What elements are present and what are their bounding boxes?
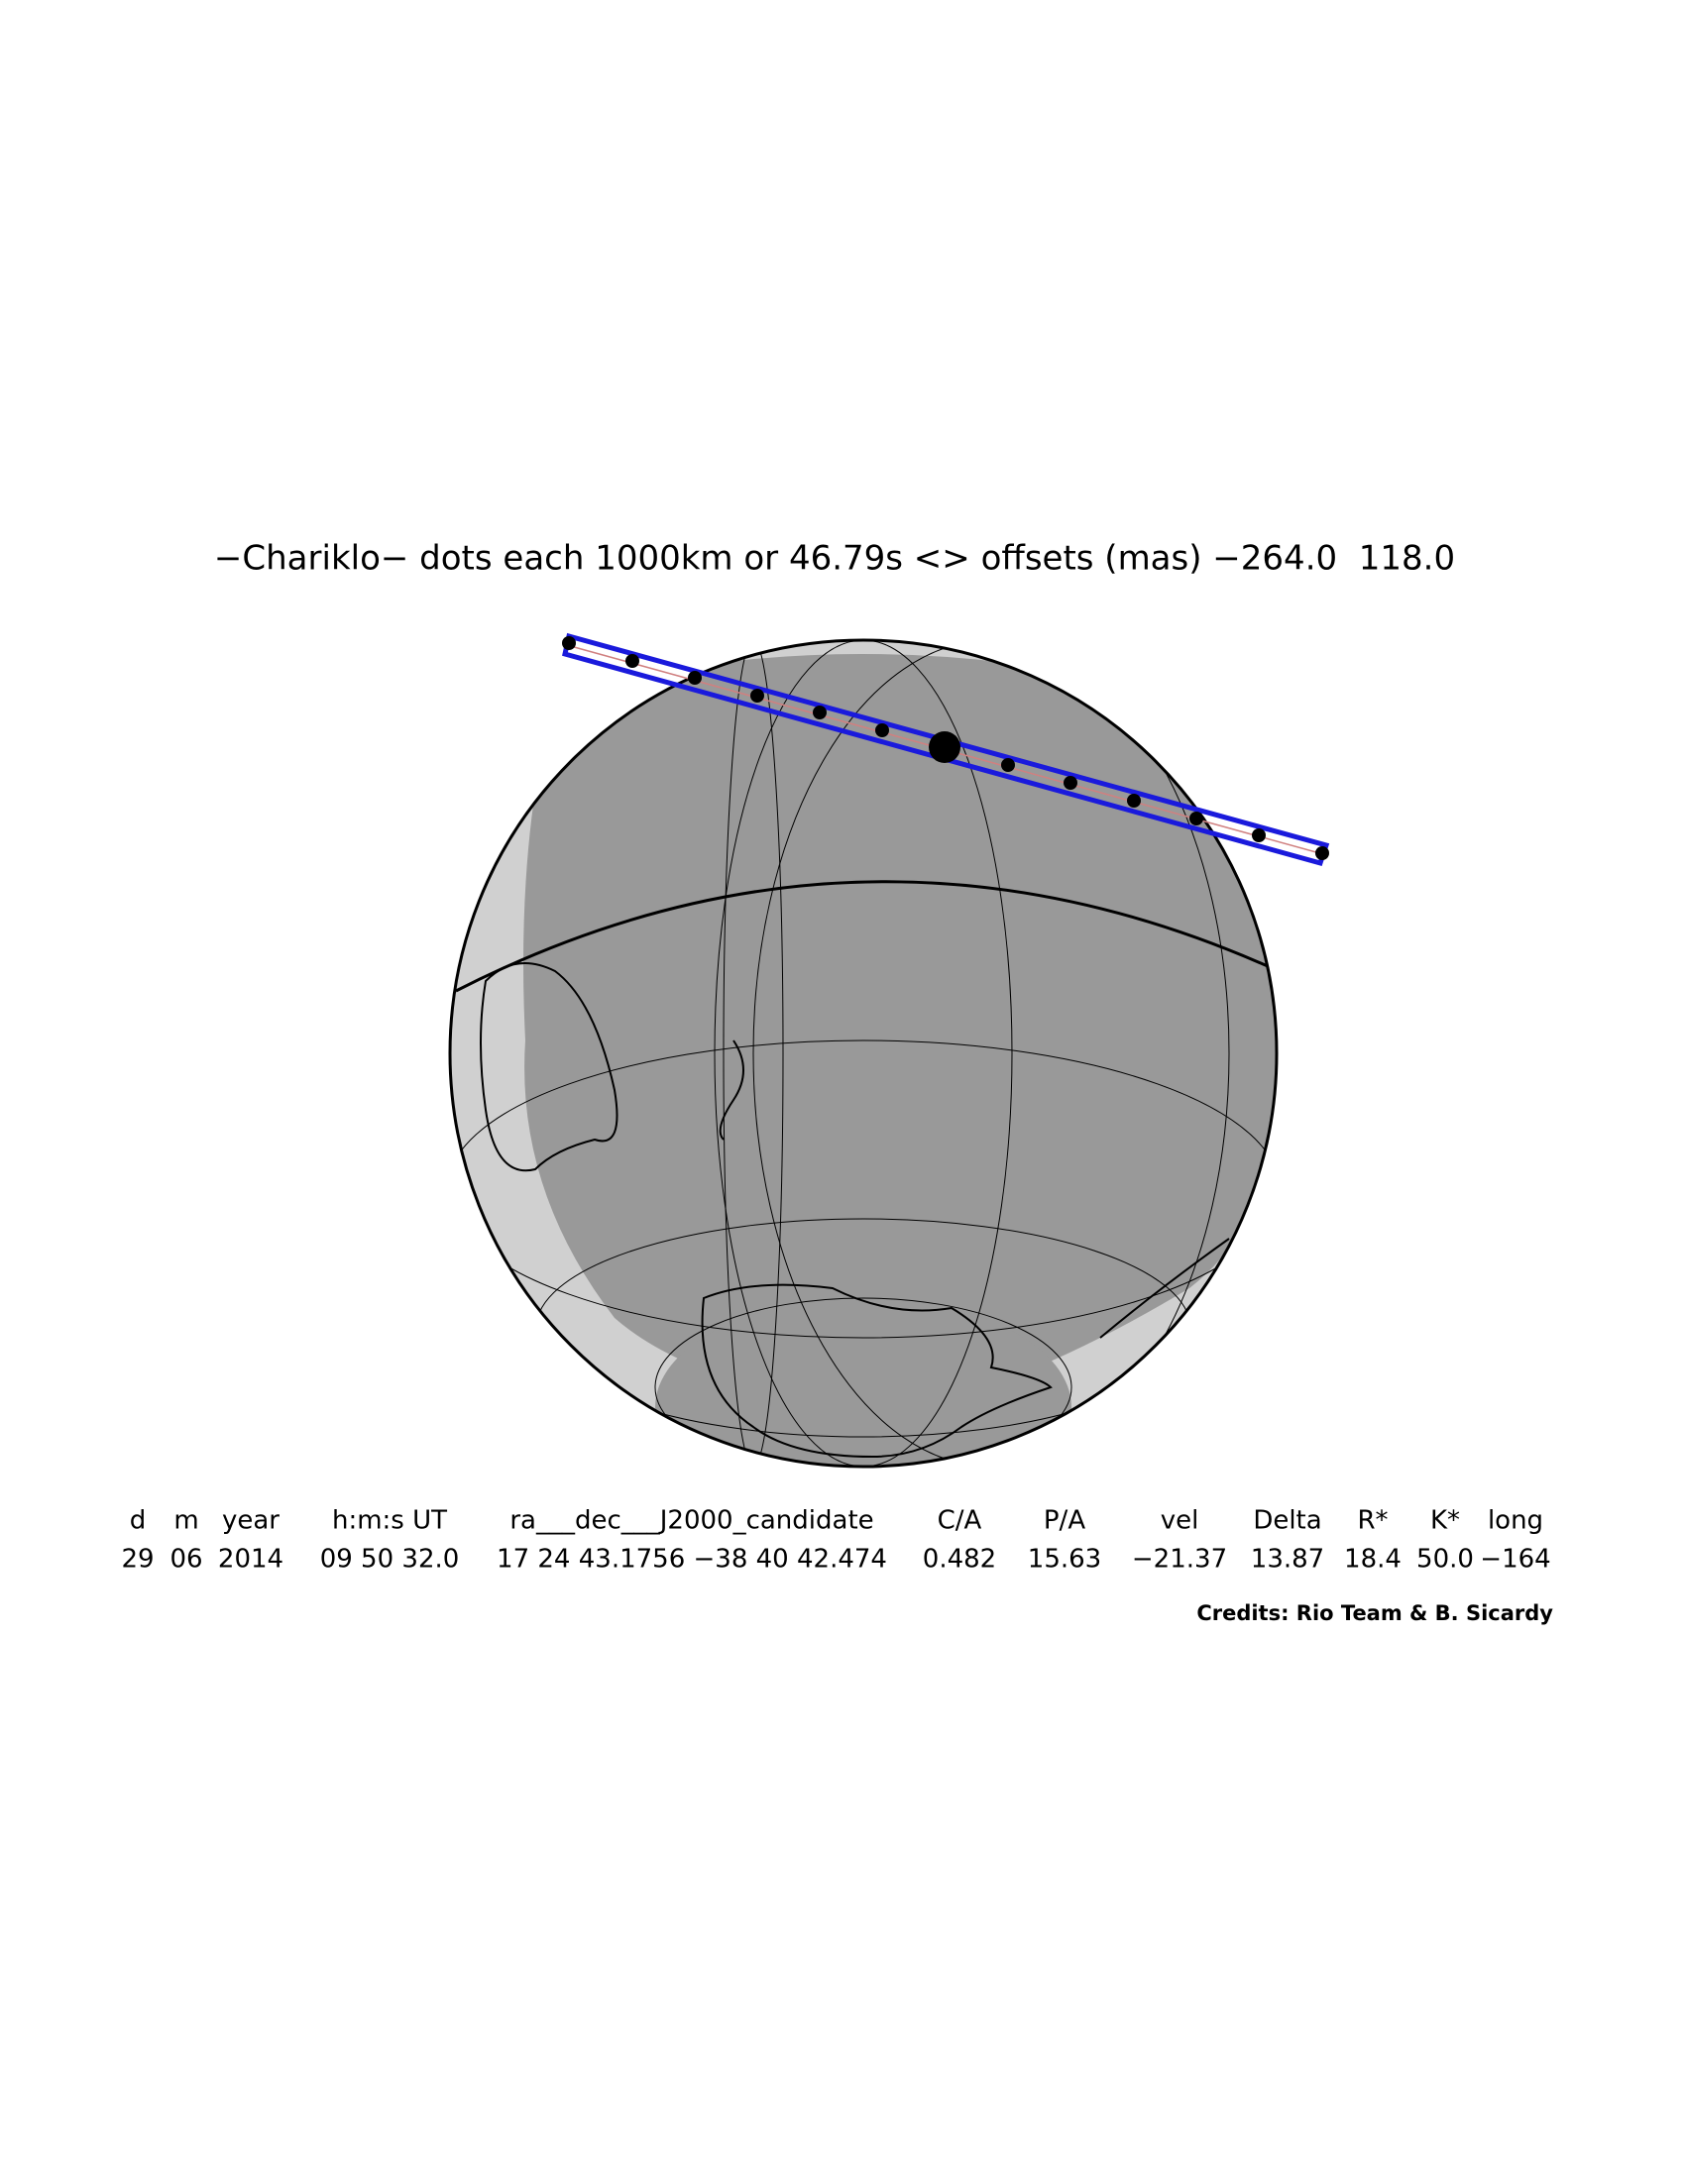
column-value: 15.63 (1028, 1545, 1101, 1575)
column-header: C/A (938, 1506, 982, 1536)
column-value: 09 50 32.0 (320, 1545, 460, 1575)
column-value: 2014 (218, 1545, 283, 1575)
column-header: h:m:s UT (332, 1506, 447, 1536)
shadow-path (562, 632, 1330, 867)
column-header: vel (1161, 1506, 1199, 1536)
column-header: d (130, 1506, 147, 1536)
column-value: −21.37 (1132, 1545, 1227, 1575)
column-header: K* (1430, 1506, 1460, 1536)
column-value: 29 (121, 1545, 154, 1575)
column-value: 13.87 (1251, 1545, 1324, 1575)
column-header: ra___dec___J2000_candidate (509, 1506, 873, 1536)
column-value: 50.0 (1416, 1545, 1474, 1575)
column-header: P/A (1044, 1506, 1085, 1536)
column-value: 17 24 43.1756 −38 40 42.474 (497, 1545, 887, 1575)
column-value: 06 (169, 1545, 202, 1575)
column-header: R* (1357, 1506, 1388, 1536)
column-value: −164 (1480, 1545, 1550, 1575)
column-header: Delta (1253, 1506, 1321, 1536)
map-title: −Chariklo− dots each 1000km or 46.79s <>… (214, 539, 1455, 579)
globe (448, 638, 1279, 1469)
column-header: year (222, 1506, 280, 1536)
column-value: 18.4 (1344, 1545, 1402, 1575)
column-header: m (173, 1506, 198, 1536)
credits: Credits: Rio Team & B. Sicardy (1196, 1601, 1553, 1625)
column-value: 0.482 (923, 1545, 996, 1575)
column-header: long (1488, 1506, 1543, 1536)
